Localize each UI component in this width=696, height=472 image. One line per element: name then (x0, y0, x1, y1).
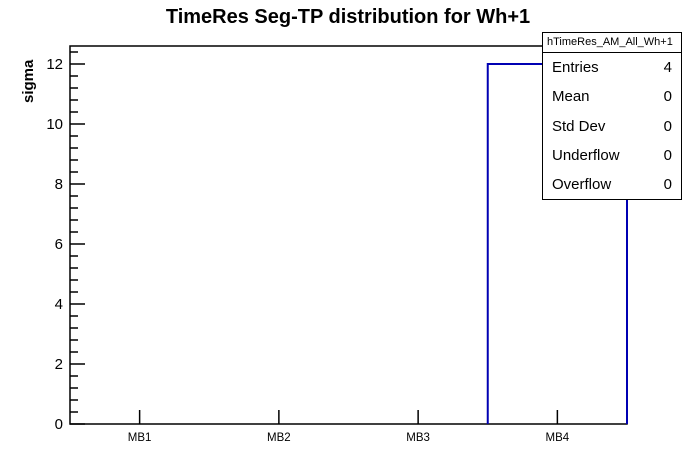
stat-label: Underflow (552, 146, 620, 164)
stats-row-mean: Mean 0 (543, 82, 681, 111)
stats-row-underflow: Underflow 0 (543, 141, 681, 170)
y-tick-label: 4 (55, 296, 63, 313)
stat-value: 0 (663, 175, 672, 193)
stat-label: Entries (552, 59, 599, 77)
stat-value: 0 (663, 146, 672, 164)
x-tick-label: MB2 (267, 432, 291, 444)
x-tick-label: MB1 (128, 432, 152, 444)
y-tick-label: 8 (55, 176, 63, 193)
stats-row-overflow: Overflow 0 (543, 170, 681, 199)
x-tick-label: MB4 (546, 432, 570, 444)
stats-rows: Entries 4 Mean 0 Std Dev 0 Underflow 0 O… (543, 53, 681, 199)
stat-value: 4 (663, 59, 672, 77)
stat-label: Mean (552, 88, 590, 106)
y-tick-label: 6 (55, 236, 63, 253)
chart-title: TimeRes Seg-TP distribution for Wh+1 (165, 6, 531, 28)
stats-row-std-dev: Std Dev 0 (543, 111, 681, 140)
stats-box[interactable]: hTimeRes_AM_All_Wh+1 Entries 4 Mean 0 St… (542, 32, 682, 200)
stats-row-entries: Entries 4 (543, 53, 681, 82)
stats-box-title: hTimeRes_AM_All_Wh+1 (543, 33, 681, 53)
y-tick-label: 12 (46, 56, 63, 73)
stat-label: Overflow (552, 175, 612, 193)
stat-label: Std Dev (552, 117, 606, 135)
x-tick-label: MB3 (406, 432, 430, 444)
stat-value: 0 (663, 117, 672, 135)
stat-value: 0 (663, 88, 672, 106)
y-tick-label: 10 (46, 116, 63, 133)
y-tick-label: 2 (55, 356, 63, 373)
y-tick-label: 0 (55, 416, 63, 433)
